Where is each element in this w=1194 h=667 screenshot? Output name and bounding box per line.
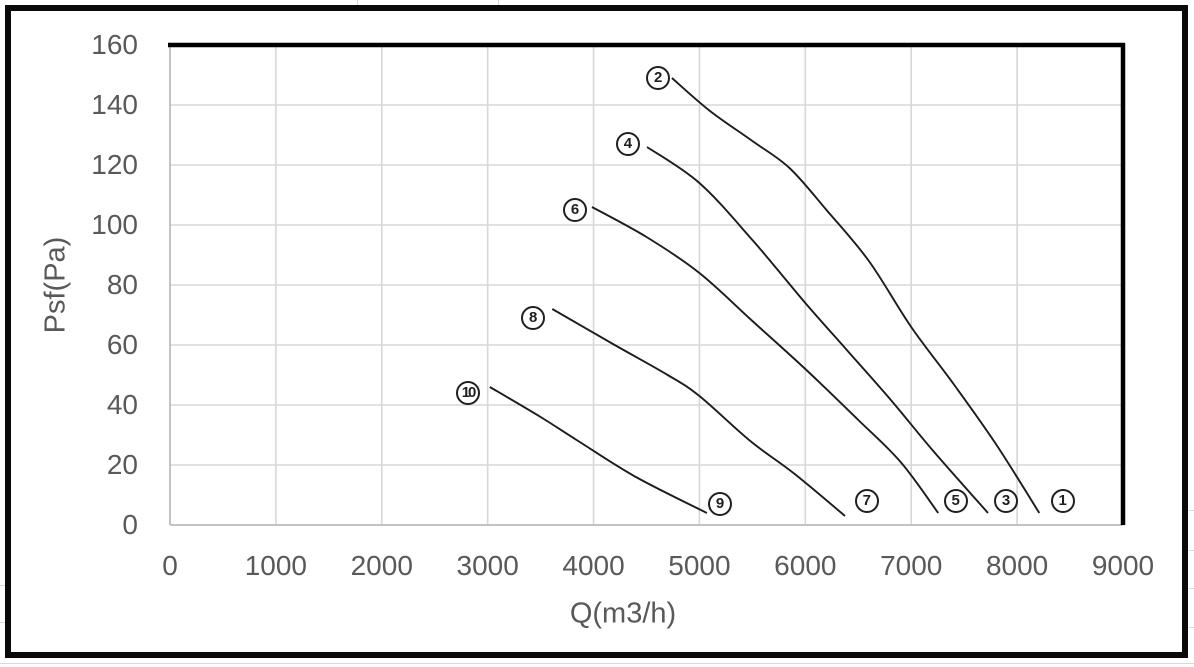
x-axis-title: Q(m3/h) — [569, 597, 677, 630]
y-tick-label: 140 — [91, 89, 138, 120]
y-tick-label: 0 — [122, 509, 138, 540]
y-tick-label: 160 — [91, 29, 138, 60]
curve-number-label-7: 7 — [854, 489, 879, 513]
curve-4-to-3 — [646, 146, 989, 514]
x-tick-label: 3000 — [456, 550, 519, 581]
curve-number-label-2: 2 — [646, 66, 671, 90]
y-tick-label: 20 — [106, 449, 138, 480]
sheet-gridline-stub — [1189, 588, 1194, 589]
sheet-gridline-stub — [0, 663, 1194, 664]
curve-number-label-6: 6 — [563, 198, 588, 222]
sheet-gridline-stub — [357, 0, 358, 5]
curve-number-label-9: 9 — [708, 492, 733, 516]
sheet-gridline-stub — [0, 585, 5, 586]
curve-number-label-3: 3 — [993, 489, 1018, 513]
y-tick-label: 100 — [91, 209, 138, 240]
curve-8-to-7 — [551, 308, 846, 517]
sheet-gridline-stub — [1189, 550, 1194, 551]
sheet-gridline-stub — [1189, 510, 1194, 511]
x-tick-label: 0 — [162, 550, 178, 581]
x-tick-label: 7000 — [880, 550, 943, 581]
curve-10-to-9 — [489, 386, 708, 514]
x-tick-label: 5000 — [668, 550, 731, 581]
curve-number-label-1: 1 — [1050, 489, 1075, 513]
curve-number-label-4: 4 — [615, 132, 640, 156]
x-tick-label: 2000 — [350, 550, 413, 581]
curve-number-label-8: 8 — [521, 306, 546, 330]
y-tick-label: 40 — [106, 389, 138, 420]
x-tick-label: 8000 — [985, 550, 1049, 581]
x-tick-label: 4000 — [562, 550, 625, 581]
x-tick-label: 1000 — [244, 550, 308, 581]
curve-2-to-1 — [671, 77, 1041, 514]
y-tick-label: 80 — [106, 269, 138, 300]
chart-frame — [5, 5, 1188, 658]
y-tick-label: 60 — [106, 329, 138, 360]
y-tick-label: 120 — [91, 149, 138, 180]
x-tick-label: 6000 — [774, 550, 837, 581]
sheet-gridline-stub — [0, 622, 5, 623]
x-tick-label: 9000 — [1091, 550, 1155, 581]
curve-6-to-5 — [591, 206, 939, 514]
curve-number-label-5: 5 — [943, 489, 968, 513]
curve-number-label-10: 10 — [456, 381, 481, 405]
sheet-gridline-stub — [498, 0, 499, 5]
sheet-gridline-stub — [1189, 627, 1194, 628]
